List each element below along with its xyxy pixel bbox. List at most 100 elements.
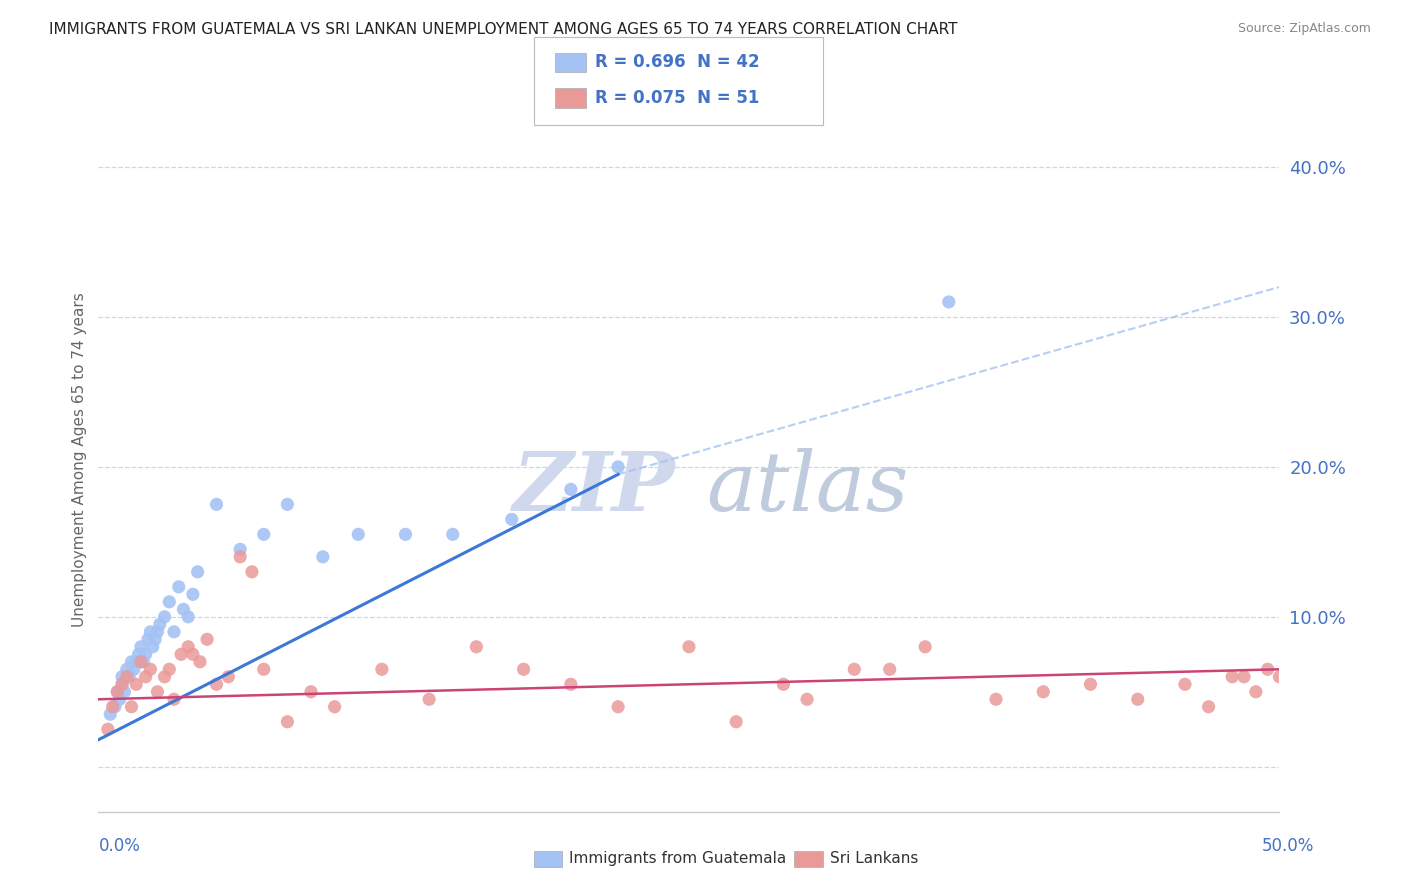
Point [132,655,155,669]
Point [139,624,162,639]
Point [195,632,218,647]
Point [1257,662,1279,676]
Point [240,565,263,579]
Point [607,459,630,474]
Point [276,497,298,511]
Text: R = 0.075  N = 51: R = 0.075 N = 51 [595,89,759,107]
Point [104,699,127,714]
Point [153,609,176,624]
Point [205,677,228,691]
Point [105,685,128,699]
Point [323,699,346,714]
Point [101,699,124,714]
Point [108,692,131,706]
Point [135,648,157,662]
Point [163,692,186,706]
Point [177,640,200,654]
Point [560,483,582,497]
Point [125,655,148,669]
Point [1198,699,1220,714]
Point [135,670,157,684]
Point [984,692,1007,706]
Point [118,670,141,684]
Point [146,624,169,639]
Point [1220,670,1243,684]
Point [772,677,794,691]
Point [1126,692,1149,706]
Point [371,662,394,676]
Point [678,640,700,654]
Point [170,648,193,662]
Point [177,609,200,624]
Point [253,662,276,676]
Point [512,662,534,676]
Text: 50.0%: 50.0% [1263,837,1315,855]
Point [121,655,143,669]
Point [879,662,901,676]
Point [253,527,276,541]
Point [607,699,630,714]
Point [347,527,370,541]
Point [157,595,180,609]
Point [914,640,936,654]
Point [122,662,145,676]
Point [128,648,150,662]
Point [98,707,121,722]
Point [167,580,190,594]
Text: Immigrants from Guatemala: Immigrants from Guatemala [569,852,787,866]
Point [172,602,194,616]
Point [465,640,488,654]
Point [938,295,960,310]
Point [111,677,134,691]
Point [187,565,209,579]
Y-axis label: Unemployment Among Ages 65 to 74 years: Unemployment Among Ages 65 to 74 years [72,292,87,627]
Point [188,655,211,669]
Text: atlas: atlas [706,448,908,527]
Point [111,670,134,684]
Point [229,549,252,564]
Point [1244,685,1267,699]
Point [149,617,172,632]
Text: 0.0%: 0.0% [98,837,141,855]
Point [501,512,523,526]
Point [276,714,298,729]
Point [125,677,148,691]
Text: Source: ZipAtlas.com: Source: ZipAtlas.com [1237,22,1371,36]
Point [217,670,239,684]
Point [139,662,162,676]
Point [1268,670,1291,684]
Text: R = 0.696  N = 42: R = 0.696 N = 42 [595,54,759,71]
Point [1080,677,1102,691]
Point [157,662,180,676]
Point [394,527,416,541]
Point [441,527,464,541]
Point [129,640,152,654]
Point [111,677,134,691]
Point [560,677,582,691]
Text: IMMIGRANTS FROM GUATEMALA VS SRI LANKAN UNEMPLOYMENT AMONG AGES 65 TO 74 YEARS C: IMMIGRANTS FROM GUATEMALA VS SRI LANKAN … [49,22,957,37]
Text: ZIP: ZIP [513,448,676,527]
Point [146,685,169,699]
Point [143,632,166,647]
Point [121,699,143,714]
Point [229,542,252,557]
Point [112,685,135,699]
Point [163,624,186,639]
Point [1174,677,1197,691]
Point [97,723,120,737]
Point [142,640,165,654]
Point [418,692,440,706]
Point [136,632,159,647]
Point [844,662,866,676]
Point [299,685,322,699]
Text: Sri Lankans: Sri Lankans [830,852,918,866]
Point [725,714,748,729]
Point [796,692,818,706]
Point [153,670,176,684]
Point [105,685,128,699]
Point [129,655,152,669]
Point [1233,670,1256,684]
Point [181,648,204,662]
Point [1032,685,1054,699]
Point [181,587,204,601]
